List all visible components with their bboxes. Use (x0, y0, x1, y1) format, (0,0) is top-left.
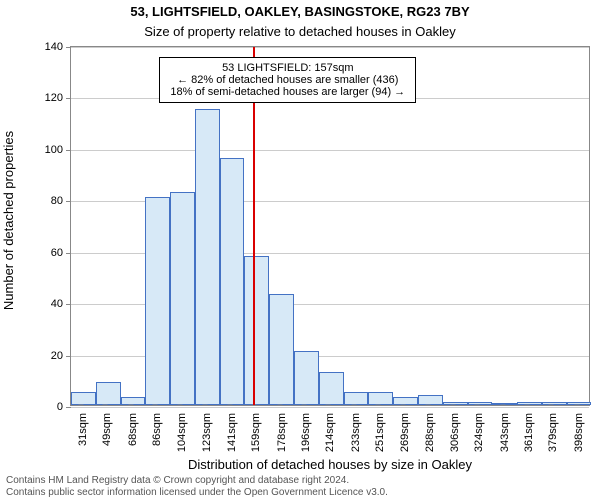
x-tick-label: 233sqm (350, 405, 362, 452)
callout-line3: 18% of semi-detached houses are larger (… (170, 86, 405, 98)
y-axis-label-wrap: Number of detached properties (0, 0, 18, 440)
histogram-bar (418, 395, 443, 405)
callout-line2: ← 82% of detached houses are smaller (43… (170, 74, 405, 86)
histogram-bar (244, 256, 269, 405)
y-tick-label: 0 (57, 401, 71, 413)
histogram-bar (96, 382, 121, 405)
y-tick-label: 140 (45, 41, 71, 53)
figure-footer: Contains HM Land Registry data © Crown c… (6, 475, 594, 498)
x-tick-label: 251sqm (374, 405, 386, 452)
callout-box: 53 LIGHTSFIELD: 157sqm ← 82% of detached… (159, 57, 416, 103)
gridline (71, 47, 589, 48)
y-axis-label: Number of detached properties (2, 130, 17, 309)
y-tick-label: 40 (51, 298, 71, 310)
histogram-bar (220, 158, 245, 405)
gridline (71, 150, 589, 151)
x-tick-label: 288sqm (424, 405, 436, 452)
y-tick-label: 20 (51, 350, 71, 362)
x-tick-label: 123sqm (201, 405, 213, 452)
histogram-bar (344, 392, 369, 405)
histogram-bar (195, 109, 220, 405)
chart-figure: 53, LIGHTSFIELD, OAKLEY, BASINGSTOKE, RG… (0, 0, 600, 500)
y-tick-label: 100 (45, 144, 71, 156)
plot-inner: 02040608010012014031sqm49sqm68sqm86sqm10… (70, 46, 590, 406)
x-tick-label: 86sqm (151, 405, 163, 446)
histogram-bar (368, 392, 393, 405)
histogram-bar (71, 392, 96, 405)
x-tick-label: 269sqm (399, 405, 411, 452)
x-tick-label: 49sqm (101, 405, 113, 446)
figure-subtitle: Size of property relative to detached ho… (0, 24, 600, 39)
x-tick-label: 343sqm (499, 405, 511, 452)
x-tick-label: 68sqm (127, 405, 139, 446)
histogram-bar (393, 397, 418, 405)
callout-line1: 53 LIGHTSFIELD: 157sqm (170, 62, 405, 74)
y-tick-label: 60 (51, 247, 71, 259)
histogram-bar (145, 197, 170, 405)
footer-line1: Contains HM Land Registry data © Crown c… (6, 475, 594, 487)
histogram-bar (170, 192, 195, 405)
x-tick-label: 398sqm (573, 405, 585, 452)
plot-area: 02040608010012014031sqm49sqm68sqm86sqm10… (70, 46, 590, 406)
x-tick-label: 324sqm (473, 405, 485, 452)
histogram-bar (269, 294, 294, 405)
figure-title: 53, LIGHTSFIELD, OAKLEY, BASINGSTOKE, RG… (0, 4, 600, 19)
x-tick-label: 379sqm (547, 405, 559, 452)
x-tick-label: 196sqm (300, 405, 312, 452)
x-tick-label: 159sqm (250, 405, 262, 452)
y-tick-label: 120 (45, 92, 71, 104)
x-axis-label: Distribution of detached houses by size … (70, 457, 590, 472)
x-tick-label: 214sqm (324, 405, 336, 452)
x-tick-label: 104sqm (176, 405, 188, 452)
footer-line2: Contains public sector information licen… (6, 487, 594, 499)
x-tick-label: 306sqm (449, 405, 461, 452)
x-tick-label: 141sqm (226, 405, 238, 452)
x-tick-label: 178sqm (276, 405, 288, 452)
histogram-bar (294, 351, 319, 405)
histogram-bar (319, 372, 344, 405)
x-tick-label: 31sqm (77, 405, 89, 446)
y-tick-label: 80 (51, 195, 71, 207)
x-tick-label: 361sqm (523, 405, 535, 452)
